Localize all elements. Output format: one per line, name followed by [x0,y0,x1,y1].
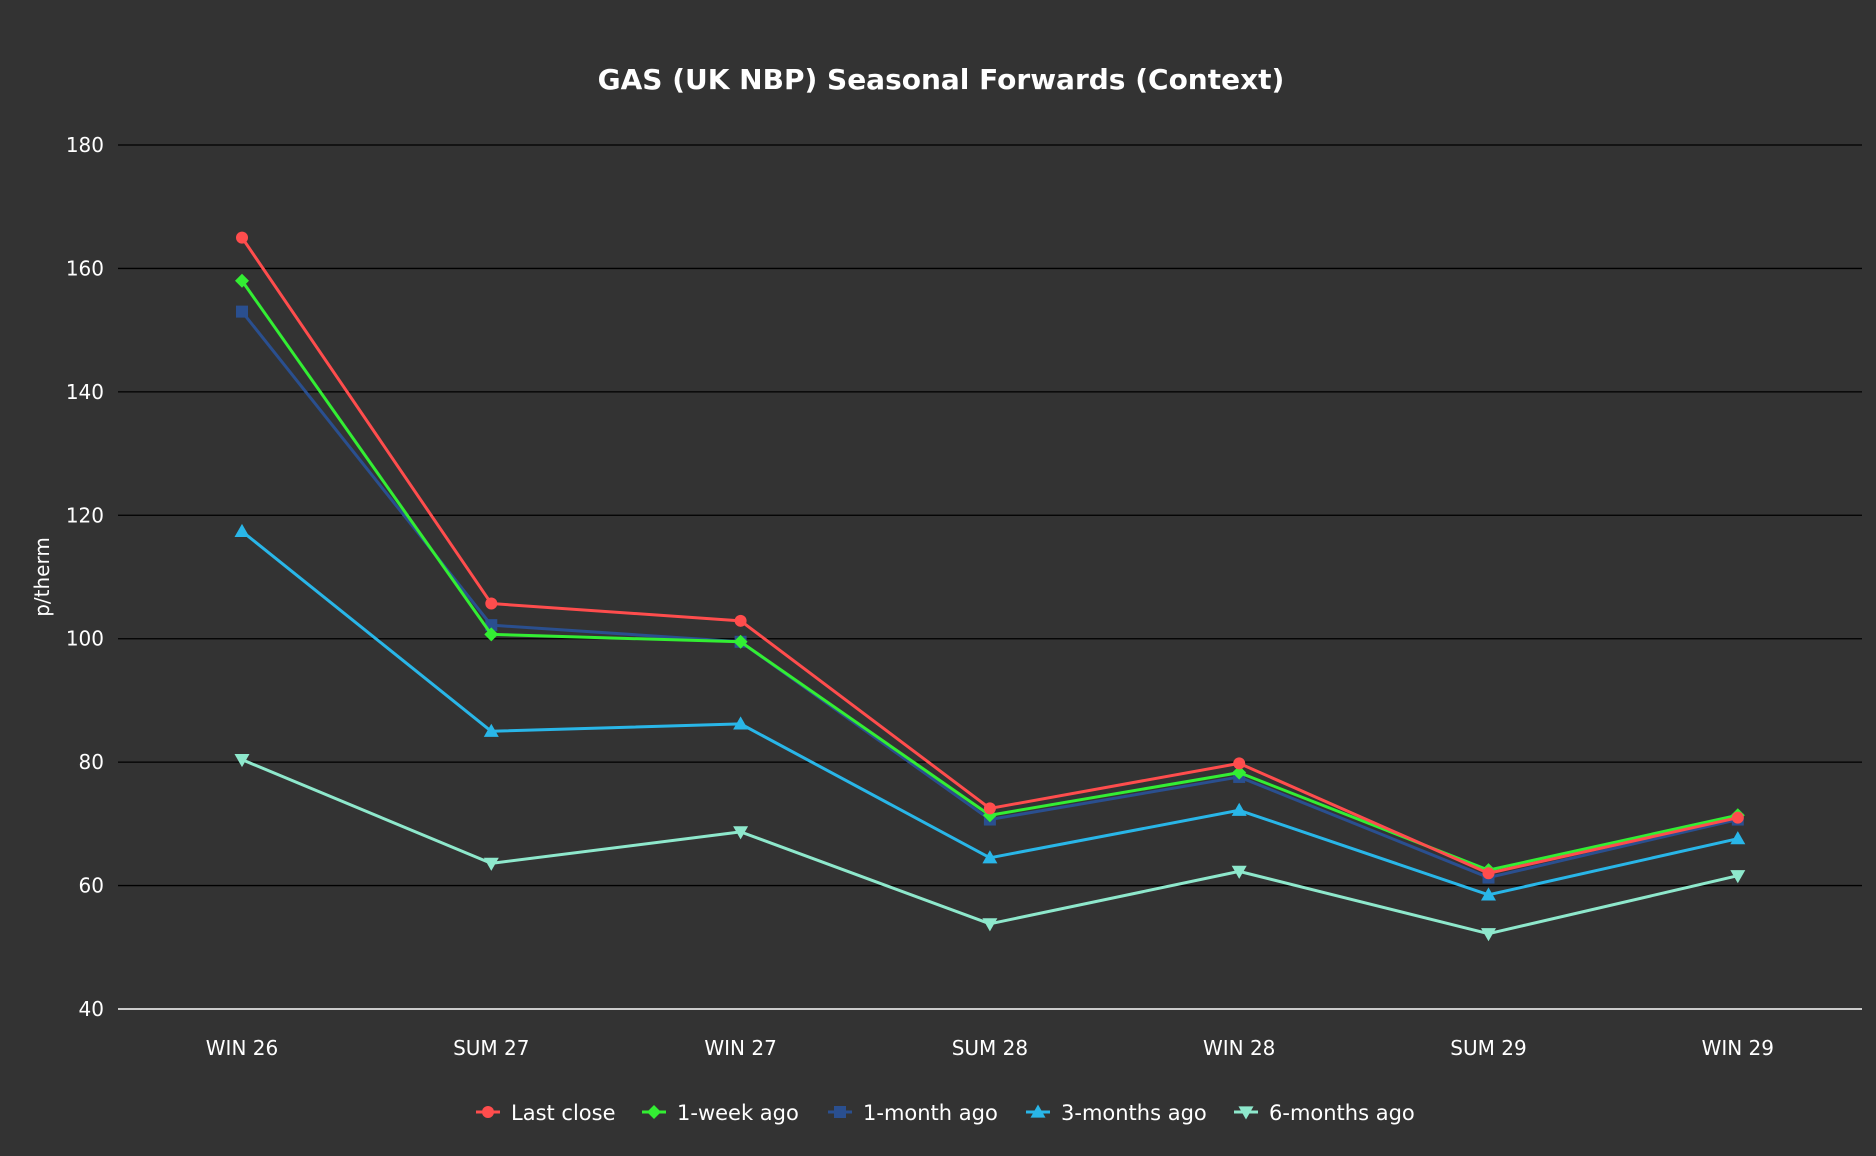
x-tick-label: SUM 28 [952,1036,1028,1060]
series-3-months-ago [234,523,1746,901]
data-point [236,231,248,244]
series-group [234,231,1746,942]
data-point [1232,765,1247,780]
x-axis-ticks: WIN 26 SUM 27 WIN 27 SUM 28 WIN 28 SUM 29 WIN … [206,1036,1774,1060]
data-point [1481,887,1496,901]
legend-label: 3-months ago [1061,1101,1207,1125]
x-tick-label: SUM 29 [1450,1036,1526,1060]
data-point [483,857,499,871]
legend-marker [1030,1104,1046,1118]
data-point [1730,831,1746,845]
series-line-1-month-ago [240,310,1740,880]
series-line-last-close [240,236,1740,875]
series-line-1-week-ago [240,279,1740,872]
y-tick-label: 140 [66,380,104,404]
data-point [1481,928,1496,942]
legend-label: 1-month ago [863,1101,998,1125]
y-tick-label: 80 [79,750,104,774]
x-tick-label: WIN 28 [1203,1036,1275,1060]
x-tick-label: WIN 26 [206,1036,278,1060]
data-point [982,918,998,932]
data-point [1730,870,1746,884]
data-point [733,716,749,730]
grid-lines [118,144,1862,1010]
legend-marker [834,1106,846,1118]
x-tick-label: WIN 29 [1702,1036,1774,1060]
data-point [734,614,747,627]
series-6-months-ago [234,754,1746,942]
data-point [485,597,498,610]
legend-item-6-months-ago[interactable]: 6-months ago [1234,1101,1415,1125]
data-point [1231,865,1247,879]
y-axis-ticks: 40 60 80 100 120 140 160 180 [66,133,104,1021]
legend-marker [482,1106,494,1118]
data-point [234,754,250,768]
y-tick-label: 160 [66,256,104,280]
y-axis-label: p/therm [30,537,54,617]
series-line-3-months-ago [240,529,1740,897]
legend-marker [1238,1106,1254,1120]
legend-item-last-close[interactable]: Last close [476,1101,616,1125]
y-tick-label: 180 [66,133,104,157]
legend-marker [647,1105,661,1119]
data-point [983,802,996,815]
data-point [982,850,998,864]
legend-label: 1-week ago [677,1101,799,1125]
data-point [1482,867,1495,880]
legend-item-1-month-ago[interactable]: 1-month ago [828,1101,998,1125]
data-point [236,305,248,318]
y-tick-label: 100 [66,627,104,651]
data-point [235,273,249,288]
legend-item-1-week-ago[interactable]: 1-week ago [642,1101,799,1125]
data-point [483,723,499,737]
data-point [1731,811,1744,824]
chart-title: GAS (UK NBP) Seasonal Forwards (Context) [598,63,1285,96]
legend-label: 6-months ago [1269,1101,1415,1125]
legend[interactable]: Last close 1-week ago 1-month ago 3-months … [476,1101,1415,1125]
data-point [733,634,748,649]
data-point [234,523,250,537]
data-point [733,826,749,840]
series-1-week-ago [235,273,1745,878]
y-tick-label: 40 [79,997,104,1021]
x-tick-label: SUM 27 [453,1036,529,1060]
data-point [1231,802,1247,816]
data-point [1233,757,1246,770]
legend-label: Last close [511,1101,616,1125]
y-tick-label: 60 [79,874,104,898]
series-line-6-months-ago [240,758,1740,936]
x-tick-label: WIN 27 [704,1036,776,1060]
series-last-close [236,231,1744,880]
data-point [484,627,499,642]
legend-item-3-months-ago[interactable]: 3-months ago [1026,1101,1207,1125]
y-tick-label: 120 [66,503,104,527]
